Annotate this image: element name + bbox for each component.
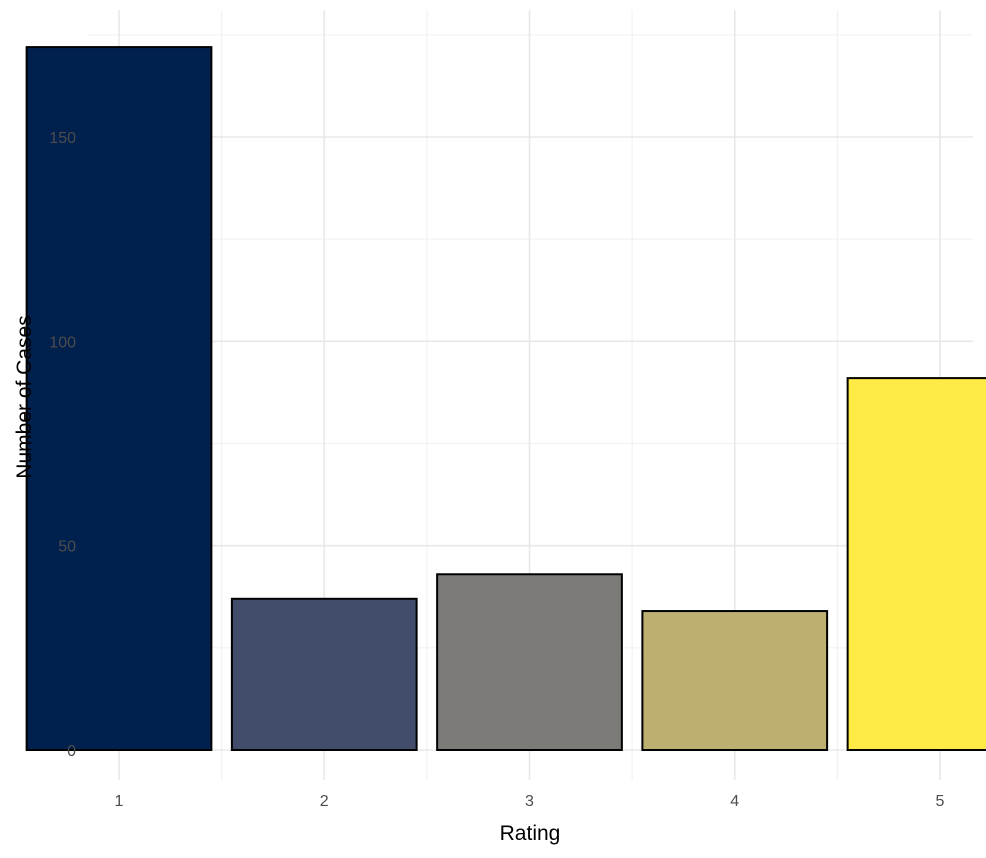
x-tick-label: 1	[115, 793, 124, 810]
x-tick-label: 4	[730, 793, 739, 810]
y-tick-label: 150	[49, 130, 76, 147]
y-tick-label: 0	[67, 743, 76, 760]
x-tick-label: 5	[936, 793, 945, 810]
y-tick-labels: 0 50 100 150	[49, 130, 76, 760]
x-tick-label: 3	[525, 793, 534, 810]
x-tick-labels: 1 2 3 4 5	[115, 793, 945, 810]
bar-rating-3	[436, 573, 623, 751]
x-tick-label: 2	[320, 793, 329, 810]
bar-rating-5	[846, 377, 986, 751]
bar-rating-2	[230, 597, 418, 751]
bar-rating-4	[641, 610, 829, 752]
bars	[25, 46, 986, 752]
y-tick-label: 50	[58, 539, 76, 556]
x-axis-title: Rating	[500, 822, 561, 845]
y-tick-label: 100	[49, 334, 76, 351]
bar-rating-1	[25, 46, 213, 752]
y-axis-title: Number of Cases	[13, 315, 36, 478]
